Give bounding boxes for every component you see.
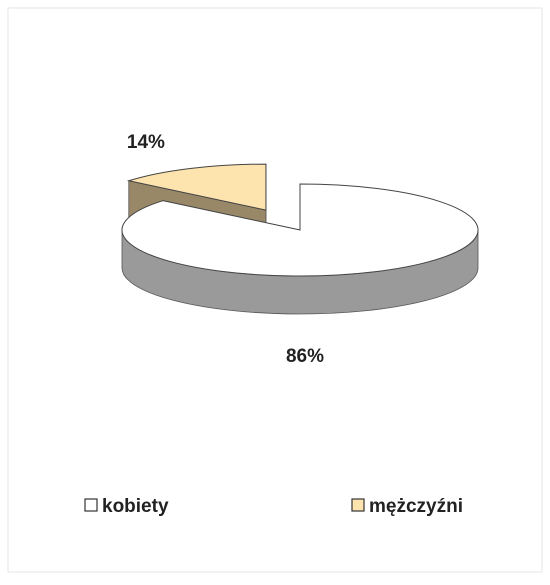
slice [126, 163, 267, 211]
legend-label: mężczyźni [369, 496, 463, 517]
slice [121, 183, 479, 277]
data-label: 14% [127, 132, 165, 153]
legend-swatch [84, 498, 98, 512]
data-label: 86% [286, 346, 324, 367]
legend-swatch [351, 498, 365, 512]
legend-label: kobiety [102, 496, 169, 517]
